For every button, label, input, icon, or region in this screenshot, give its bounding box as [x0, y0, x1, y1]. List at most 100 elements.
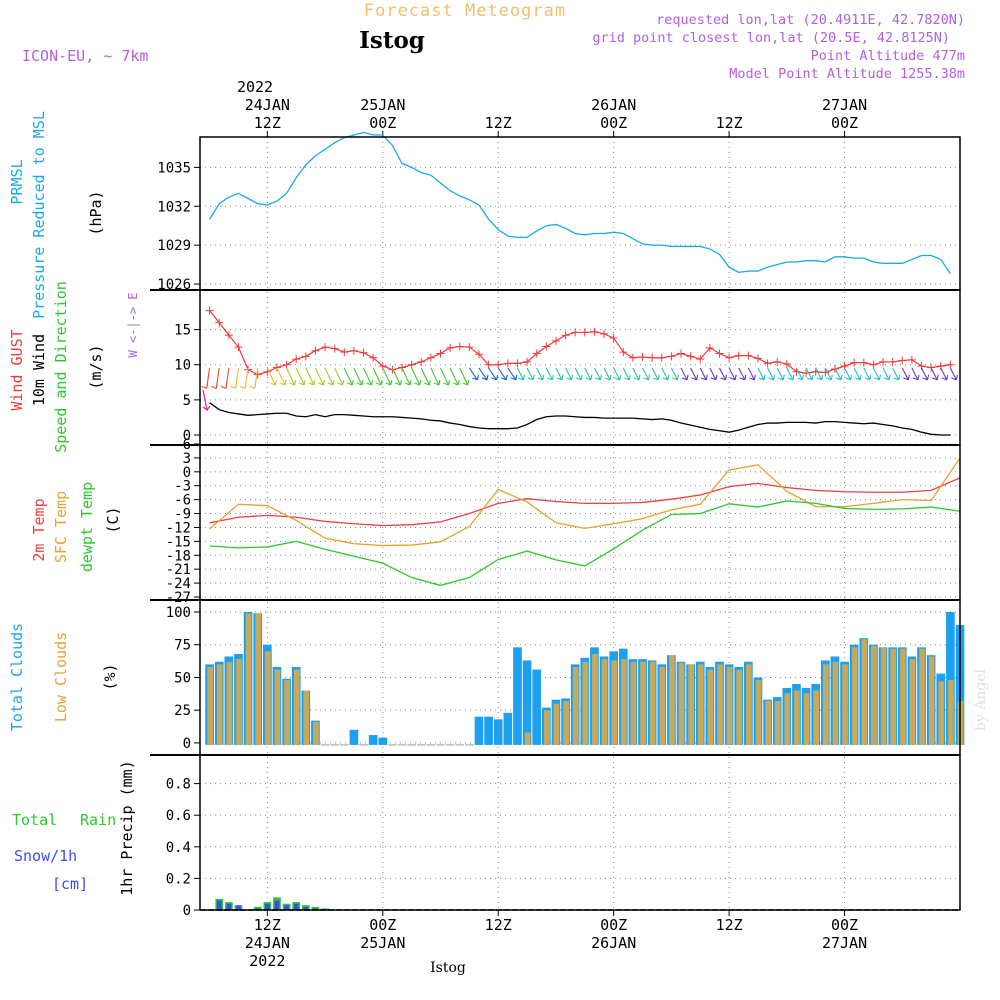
wind-gust-point: [551, 336, 560, 345]
bottom-hour-label: 12Z: [716, 916, 743, 934]
low-clouds-bar: [928, 656, 935, 745]
y-tick-label: 25: [174, 703, 191, 719]
wind-arrow: [211, 367, 220, 389]
wind-arrow: [230, 367, 240, 389]
temperature-frame: [199, 444, 961, 601]
y-tick-label: 10: [174, 358, 191, 374]
wind-gust-point: [619, 348, 628, 357]
wind-gust-point: [349, 346, 358, 355]
bottom-hour-label: 00Z: [600, 916, 627, 934]
low-clouds-bar: [746, 664, 752, 745]
total-clouds-bar: [474, 716, 484, 745]
footer-location: Istog: [430, 960, 466, 976]
low-clouds-bar: [784, 693, 791, 745]
low-clouds-bar: [755, 680, 762, 745]
wind-gust-point: [253, 370, 262, 379]
wind-gust-point: [359, 348, 368, 357]
total-precip-bar: [321, 908, 329, 910]
wind-arrow: [411, 367, 422, 386]
wind-arrow: [747, 367, 756, 381]
wind-arrow: [574, 367, 583, 381]
wind-gust-point: [648, 353, 657, 362]
top-hour-label: 12Z: [716, 114, 743, 132]
top-hour-label: 12Z: [254, 114, 281, 132]
top-hour-label: 12Z: [485, 114, 512, 132]
wind-arrow: [536, 367, 545, 381]
low-clouds-bar: [274, 669, 281, 745]
y-tick-label: 0: [183, 465, 191, 481]
wind-gust-point: [773, 357, 782, 366]
wind-arrow: [719, 367, 728, 381]
wind-arrow: [921, 367, 930, 381]
wind-arrow: [949, 367, 958, 381]
low-clouds-bar: [794, 690, 800, 745]
pressure-msl-label: Pressure Reduced to MSL: [30, 111, 48, 319]
wind-arrow: [757, 367, 766, 381]
total-precip-label: Total: [12, 811, 57, 829]
low-clouds-bar: [726, 666, 733, 745]
model-label: ICON-EU, ~ 7km: [22, 47, 148, 65]
pressure-frame: [199, 136, 961, 291]
wind-arrow: [497, 367, 508, 381]
y-tick-label: -3: [174, 479, 191, 495]
wind-gust-point: [638, 353, 647, 362]
low-clouds-bar: [822, 664, 829, 745]
bottom-hour-label: 12Z: [254, 916, 281, 934]
wind-gust-point: [340, 348, 349, 357]
grid-point-coords: grid point closest lon,lat (20.5E, 42.81…: [592, 30, 950, 46]
total-clouds-bar: [532, 669, 542, 745]
wind-gust-point: [628, 353, 637, 362]
total-clouds-bar: [493, 719, 503, 745]
top-hour-label: 00Z: [831, 114, 858, 132]
wind-gust-point: [696, 355, 705, 364]
low-clouds-bar: [544, 710, 550, 745]
wind-arrow: [642, 367, 651, 381]
y-tick-label: 0.6: [166, 808, 191, 824]
wind-arrow: [478, 367, 489, 381]
low-clouds-bar: [669, 655, 675, 745]
top-date-label: 26JAN: [591, 96, 636, 114]
low-clouds-bar: [871, 646, 877, 745]
wind-arrow: [872, 367, 881, 381]
wind-arrow: [795, 367, 804, 381]
y-tick-label: 0: [183, 428, 191, 444]
low-clouds-bar: [303, 690, 310, 745]
wind-arrow: [555, 367, 564, 381]
wind-arrow: [805, 367, 814, 381]
low-clouds-bar: [226, 661, 233, 745]
panel-labels: PRMSL Pressure Reduced to MSL (hPa) Wind GU…: [8, 111, 140, 896]
wind-gust-point: [850, 358, 859, 367]
wind-arrow: [382, 367, 393, 386]
low-clouds-bar: [717, 664, 723, 745]
wind-gust-point: [715, 349, 724, 358]
wind-gust-point: [686, 352, 695, 361]
y-tick-label: -18: [166, 548, 191, 564]
wind-gust-label: Wind GUST: [8, 329, 26, 410]
low-clouds-bar: [284, 680, 290, 745]
y-tick-label: 1029: [157, 238, 191, 254]
wind-gust-point: [744, 351, 753, 360]
low-clouds-bar: [640, 661, 646, 745]
wind-gust-point: [590, 327, 599, 336]
wind-arrow: [670, 367, 679, 381]
y-tick-label: 3: [183, 451, 191, 467]
wind-gust-point: [465, 343, 474, 352]
low-clouds-bar: [707, 669, 714, 745]
low-clouds-bar: [890, 648, 896, 745]
wind-gust-point: [609, 334, 618, 343]
wind-gust-point: [763, 359, 772, 368]
wind-arrow: [680, 367, 689, 381]
snow-label: Snow/1h: [14, 847, 77, 865]
low-clouds-bar: [938, 681, 945, 745]
y-tick-label: -27: [166, 590, 191, 606]
low-clouds-bar: [803, 693, 810, 745]
snow-bar: [293, 903, 299, 910]
wind-gust-point: [436, 349, 445, 358]
wind-gust-point: [407, 360, 416, 369]
wind-arrow: [239, 367, 249, 389]
wind-arrow: [507, 367, 518, 381]
top-date-label: 24JAN: [245, 96, 290, 114]
wind-arrow: [391, 367, 402, 386]
